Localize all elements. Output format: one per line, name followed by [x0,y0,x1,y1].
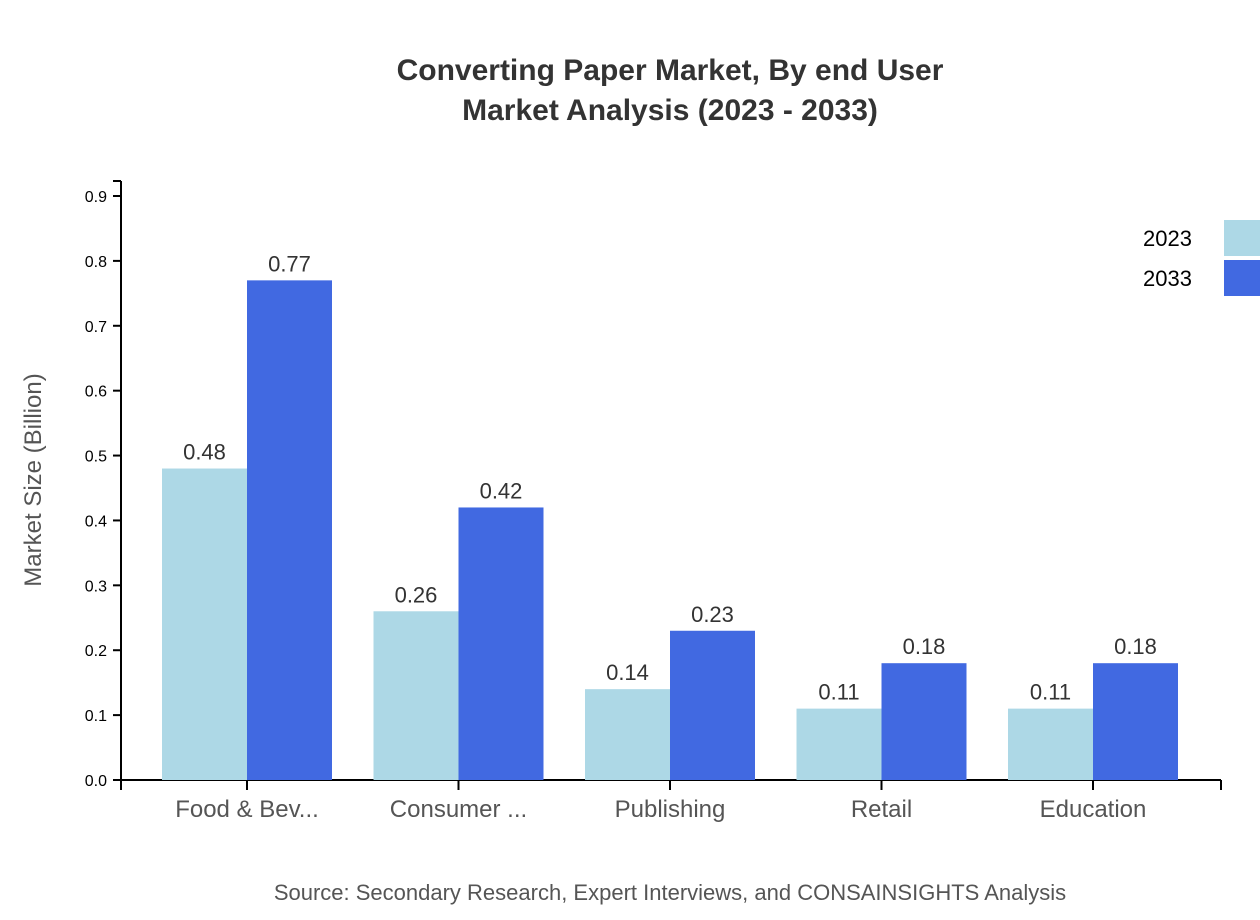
y-axis-label: Market Size (Billion) [20,373,47,586]
y-tick-label: 0.9 [85,189,107,206]
bar-2033 [670,630,755,780]
data-label: 0.11 [1030,680,1071,705]
bar-2033 [1093,663,1178,780]
y-tick-label: 0.2 [85,643,107,660]
bar-2033 [458,507,544,780]
bar-2023 [585,689,670,780]
x-tick-label: Retail [851,796,912,823]
bar-2033 [247,280,332,780]
y-tick-label: 0.6 [85,384,107,401]
bar-2033 [881,663,967,780]
y-tick-label: 0.5 [85,449,107,466]
x-tick-label: Education [1040,796,1147,823]
chart-title-line-1: Converting Paper Market, By end User [397,54,944,87]
y-tick-label: 0.3 [85,578,107,595]
data-label: 0.14 [606,660,649,685]
y-tick-label: 0.8 [85,254,107,271]
data-label: 0.18 [903,634,946,659]
legend-label: 2033 [1143,266,1192,291]
data-label: 0.26 [395,582,438,607]
legend-swatch-2033 [1224,260,1260,296]
bar-2023 [1008,708,1093,780]
data-label: 0.77 [268,251,311,276]
y-tick-label: 0.0 [85,773,107,790]
data-label: 0.18 [1114,634,1157,659]
legend-swatch-2023 [1224,220,1260,256]
x-tick-label: Food & Bev... [175,796,319,823]
bar-2023 [796,708,882,780]
legend-label: 2023 [1143,226,1192,251]
data-label: 0.48 [183,440,226,465]
chart-title-line-2: Market Analysis (2023 - 2033) [462,94,878,127]
x-tick-label: Consumer ... [390,796,527,823]
y-tick-label: 0.7 [85,319,107,336]
x-tick-label: Publishing [615,796,726,823]
y-tick-label: 0.1 [85,708,107,725]
source-note: Source: Secondary Research, Expert Inter… [274,880,1066,905]
data-label: 0.23 [691,602,734,627]
data-label: 0.42 [480,478,523,503]
data-label: 0.11 [818,680,859,705]
bar-2023 [162,468,247,780]
y-tick-label: 0.4 [85,513,107,530]
bar-2023 [373,611,459,780]
